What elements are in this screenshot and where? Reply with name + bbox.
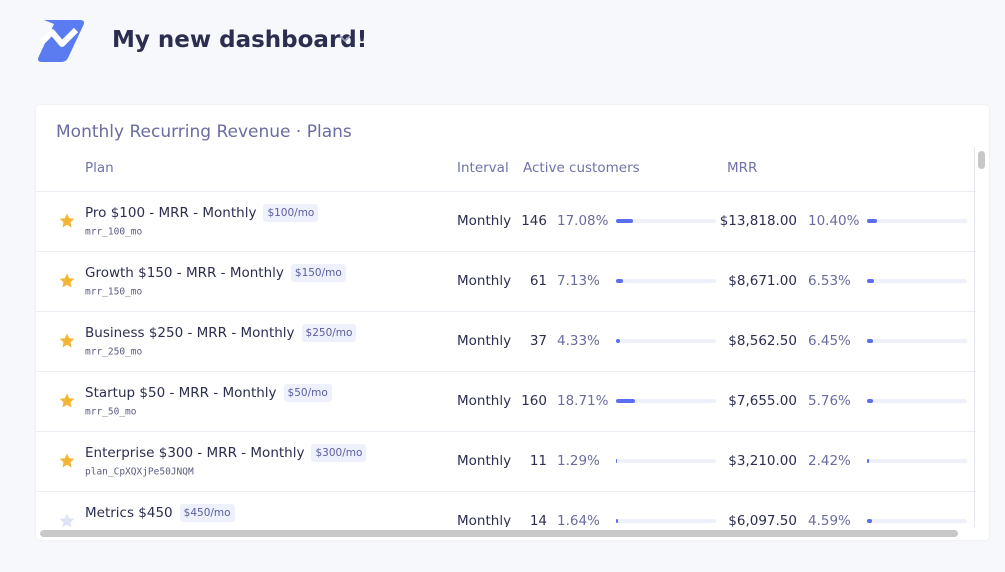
- row-divider: [36, 311, 976, 312]
- customers-pct: 18.71%: [557, 393, 609, 409]
- logo: [38, 20, 84, 62]
- plan-id: mrr_150_mo: [85, 286, 143, 298]
- price-badge: $150/mo: [290, 264, 346, 282]
- mrr-pct: 10.40%: [808, 213, 860, 229]
- plan-name: Pro $100 - MRR - Monthly: [85, 205, 257, 221]
- bar: [616, 339, 621, 343]
- dashboard-title: My new dashboard!: [112, 27, 368, 53]
- star: [58, 512, 76, 527]
- price-badge: $300/mo: [311, 444, 367, 462]
- bar-track: [616, 519, 716, 523]
- bar: [616, 519, 618, 523]
- bar: [867, 339, 874, 343]
- column-header: Plan: [85, 160, 114, 176]
- bar: [867, 279, 874, 283]
- bar-track: [616, 399, 716, 403]
- customers: 14: [529, 513, 547, 527]
- customers-pct: 7.13%: [557, 273, 600, 289]
- mrr-pct: 2.42%: [808, 453, 851, 469]
- header-divider: [36, 191, 976, 192]
- interval: Monthly: [457, 513, 512, 527]
- plan-id: mrr_50_mo: [85, 406, 137, 418]
- mrr: $8,671.00: [728, 273, 797, 289]
- column-header: Active customers: [523, 160, 640, 176]
- interval: Monthly: [457, 393, 512, 409]
- plan-id: plan_CpXQXjPe50JNQM: [85, 466, 194, 478]
- bar-track: [867, 519, 967, 523]
- bar-track: [616, 279, 716, 283]
- plan-name: Startup $50 - MRR - Monthly: [85, 385, 277, 401]
- v-scrollbar[interactable]: [978, 151, 985, 169]
- star: [58, 452, 76, 470]
- star: [58, 212, 76, 230]
- bar-track: [867, 459, 967, 463]
- star: [58, 332, 76, 350]
- scroll-track: [974, 147, 975, 527]
- interval: Monthly: [457, 453, 512, 469]
- customers: 146: [521, 213, 547, 229]
- column-header: MRR: [727, 160, 758, 176]
- star: [58, 392, 76, 410]
- bar: [616, 219, 634, 223]
- plan-id: mrr_250_mo: [85, 346, 143, 358]
- bar: [616, 399, 635, 403]
- plan-name: Metrics $450: [85, 505, 173, 521]
- interval: Monthly: [457, 333, 512, 349]
- bar-track: [616, 219, 716, 223]
- bar-track: [867, 399, 967, 403]
- card: Plan Interval Active customers MRR Pro $100 …: [36, 105, 989, 540]
- row-divider: [36, 431, 976, 432]
- star: [58, 272, 76, 290]
- bar: [616, 279, 624, 283]
- bar-track: [867, 219, 967, 223]
- bar: [867, 399, 873, 403]
- row-divider: [36, 491, 976, 492]
- price-badge: $50/mo: [283, 384, 332, 402]
- customers: 160: [521, 393, 547, 409]
- table-viewport: Plan Interval Active customers MRR Pro $100 …: [36, 105, 976, 527]
- plan-name: Growth $150 - MRR - Monthly: [85, 265, 284, 281]
- price-badge: $250/mo: [301, 324, 357, 342]
- mrr: $13,818.00: [719, 213, 797, 229]
- column-header: Interval: [457, 160, 509, 176]
- row-divider: [36, 371, 976, 372]
- customers-pct: 4.33%: [557, 333, 600, 349]
- plan-name: Enterprise $300 - MRR - Monthly: [85, 445, 305, 461]
- customers-pct: 17.08%: [557, 213, 609, 229]
- mrr-pct: 6.45%: [808, 333, 851, 349]
- row-divider: [36, 251, 976, 252]
- customers-pct: 1.29%: [557, 453, 600, 469]
- bar-track: [867, 339, 967, 343]
- h-scrollbar[interactable]: [40, 530, 958, 537]
- price-badge: $100/mo: [263, 204, 319, 222]
- bar: [867, 519, 872, 523]
- bar: [867, 459, 870, 463]
- interval: Monthly: [457, 273, 512, 289]
- mrr: $6,097.50: [728, 513, 797, 527]
- bar: [867, 219, 878, 223]
- mrr: $8,562.50: [728, 333, 797, 349]
- bar-track: [616, 339, 716, 343]
- plan-name: Business $250 - MRR - Monthly: [85, 325, 295, 341]
- price-badge: $450/mo: [179, 504, 235, 522]
- bar-track: [616, 459, 716, 463]
- interval: Monthly: [457, 213, 512, 229]
- dropdown-chevron[interactable]: [338, 34, 352, 44]
- mrr-pct: 6.53%: [808, 273, 851, 289]
- mrr: $3,210.00: [728, 453, 797, 469]
- customers: 11: [529, 453, 547, 469]
- customers: 37: [529, 333, 547, 349]
- mrr-pct: 5.76%: [808, 393, 851, 409]
- customers: 61: [529, 273, 547, 289]
- mrr-pct: 4.59%: [808, 513, 851, 527]
- bar-track: [867, 279, 967, 283]
- mrr: $7,655.00: [728, 393, 797, 409]
- bar: [616, 459, 618, 463]
- customers-pct: 1.64%: [557, 513, 600, 527]
- card-title: Monthly Recurring Revenue · Plans: [56, 122, 352, 142]
- plan-id: mrr_100_mo: [85, 226, 143, 238]
